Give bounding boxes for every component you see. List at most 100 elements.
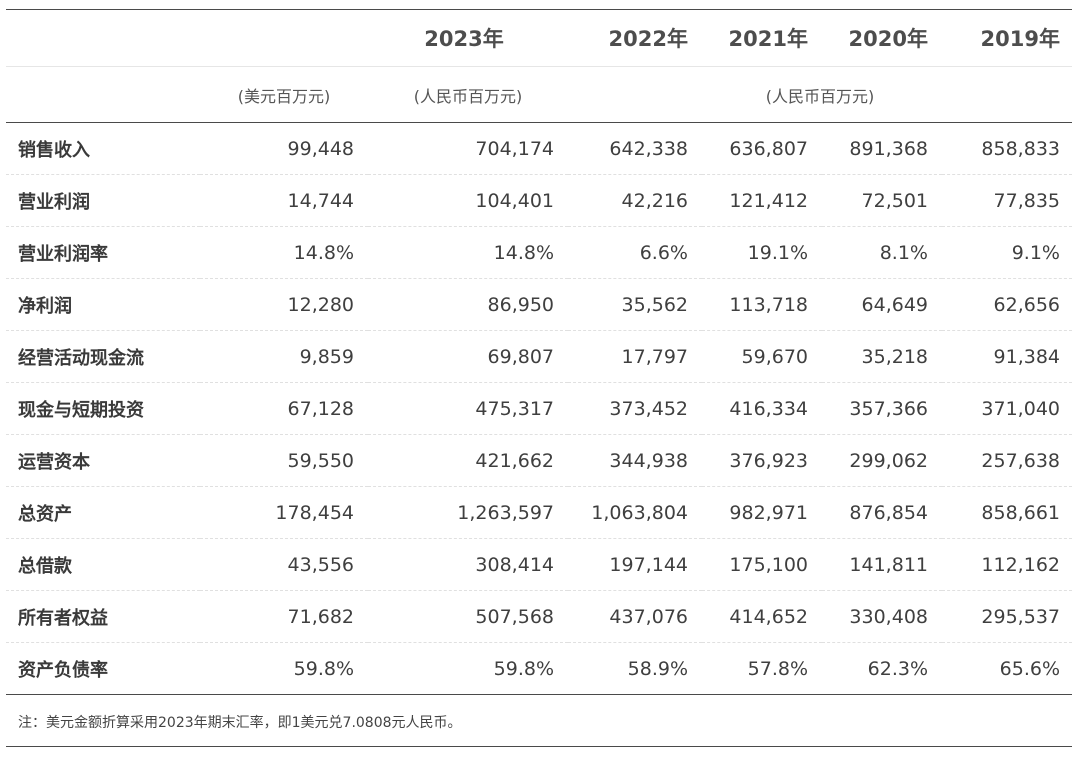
cell-2019: 858,833: [942, 122, 1072, 175]
table-row: 销售收入 99,448 704,174 642,338 636,807 891,…: [6, 122, 1072, 175]
cell-2021: 19.1%: [702, 226, 822, 279]
cell-usd-2023: 43,556: [200, 538, 368, 591]
row-label: 运营资本: [6, 434, 200, 487]
cell-2021: 416,334: [702, 382, 822, 435]
cell-rmb-2023: 86,950: [368, 278, 568, 331]
cell-2020: 35,218: [822, 330, 942, 383]
cell-2021: 59,670: [702, 330, 822, 383]
cell-usd-2023: 67,128: [200, 382, 368, 435]
cell-2021: 121,412: [702, 174, 822, 227]
cell-2021: 982,971: [702, 486, 822, 539]
cell-2022: 642,338: [568, 122, 702, 175]
cell-2022: 1,063,804: [568, 486, 702, 539]
cell-rmb-2023: 475,317: [368, 382, 568, 435]
financial-summary: 2023年 2022年 2021年 2020年 2019年 (美元百万元) (人…: [6, 9, 1072, 695]
year-2020-header: 2020年: [822, 10, 942, 67]
unit-rmb-prior-header: (人民币百万元): [568, 66, 1072, 123]
row-label: 总资产: [6, 486, 200, 539]
cell-2021: 414,652: [702, 590, 822, 643]
cell-2019: 257,638: [942, 434, 1072, 487]
cell-rmb-2023: 14.8%: [368, 226, 568, 279]
cell-2019: 62,656: [942, 278, 1072, 331]
cell-2020: 357,366: [822, 382, 942, 435]
unit-usd-header: (美元百万元): [200, 66, 368, 123]
year-2023-header: 2023年: [200, 10, 568, 67]
cell-usd-2023: 14,744: [200, 174, 368, 227]
unit-header-blank: [6, 66, 200, 123]
cell-2022: 344,938: [568, 434, 702, 487]
row-label: 销售收入: [6, 122, 200, 175]
table-row: 现金与短期投资 67,128 475,317 373,452 416,334 3…: [6, 382, 1072, 435]
row-label: 资产负债率: [6, 642, 200, 695]
cell-2019: 77,835: [942, 174, 1072, 227]
table-row: 营业利润 14,744 104,401 42,216 121,412 72,50…: [6, 174, 1072, 227]
cell-usd-2023: 99,448: [200, 122, 368, 175]
row-label: 现金与短期投资: [6, 382, 200, 435]
table-row: 总资产 178,454 1,263,597 1,063,804 982,971 …: [6, 486, 1072, 539]
table-row: 运营资本 59,550 421,662 344,938 376,923 299,…: [6, 434, 1072, 487]
year-header-row: 2023年 2022年 2021年 2020年 2019年: [6, 10, 1072, 67]
cell-rmb-2023: 308,414: [368, 538, 568, 591]
cell-rmb-2023: 1,263,597: [368, 486, 568, 539]
unit-header-row: (美元百万元) (人民币百万元) (人民币百万元): [6, 66, 1072, 123]
cell-2021: 376,923: [702, 434, 822, 487]
cell-2021: 57.8%: [702, 642, 822, 695]
year-2022-header: 2022年: [568, 10, 702, 67]
cell-2020: 141,811: [822, 538, 942, 591]
cell-usd-2023: 59.8%: [200, 642, 368, 695]
row-label: 营业利润率: [6, 226, 200, 279]
cell-2021: 113,718: [702, 278, 822, 331]
cell-2022: 58.9%: [568, 642, 702, 695]
cell-2021: 636,807: [702, 122, 822, 175]
cell-2020: 62.3%: [822, 642, 942, 695]
cell-rmb-2023: 69,807: [368, 330, 568, 383]
cell-2019: 65.6%: [942, 642, 1072, 695]
cell-2022: 197,144: [568, 538, 702, 591]
cell-2022: 42,216: [568, 174, 702, 227]
row-label: 净利润: [6, 278, 200, 331]
year-header-blank: [6, 10, 200, 67]
table-row: 净利润 12,280 86,950 35,562 113,718 64,649 …: [6, 278, 1072, 331]
row-label: 所有者权益: [6, 590, 200, 643]
cell-2019: 858,661: [942, 486, 1072, 539]
cell-2019: 112,162: [942, 538, 1072, 591]
cell-2019: 295,537: [942, 590, 1072, 643]
table-row: 经营活动现金流 9,859 69,807 17,797 59,670 35,21…: [6, 330, 1072, 383]
cell-2019: 9.1%: [942, 226, 1072, 279]
cell-usd-2023: 9,859: [200, 330, 368, 383]
cell-2020: 8.1%: [822, 226, 942, 279]
row-label: 经营活动现金流: [6, 330, 200, 383]
cell-2020: 64,649: [822, 278, 942, 331]
row-label: 总借款: [6, 538, 200, 591]
cell-usd-2023: 71,682: [200, 590, 368, 643]
cell-2022: 437,076: [568, 590, 702, 643]
table-row: 资产负债率 59.8% 59.8% 58.9% 57.8% 62.3% 65.6…: [6, 642, 1072, 695]
unit-rmb-2023-header: (人民币百万元): [368, 66, 568, 123]
bottom-divider: [6, 746, 1072, 747]
table-row: 所有者权益 71,682 507,568 437,076 414,652 330…: [6, 590, 1072, 643]
row-label: 营业利润: [6, 174, 200, 227]
cell-2020: 891,368: [822, 122, 942, 175]
cell-2020: 72,501: [822, 174, 942, 227]
cell-usd-2023: 178,454: [200, 486, 368, 539]
cell-2019: 91,384: [942, 330, 1072, 383]
cell-rmb-2023: 704,174: [368, 122, 568, 175]
cell-2022: 35,562: [568, 278, 702, 331]
year-2021-header: 2021年: [702, 10, 822, 67]
table-row: 营业利润率 14.8% 14.8% 6.6% 19.1% 8.1% 9.1%: [6, 226, 1072, 279]
cell-rmb-2023: 104,401: [368, 174, 568, 227]
cell-rmb-2023: 421,662: [368, 434, 568, 487]
cell-2020: 330,408: [822, 590, 942, 643]
cell-usd-2023: 12,280: [200, 278, 368, 331]
cell-2020: 876,854: [822, 486, 942, 539]
cell-2022: 373,452: [568, 382, 702, 435]
cell-2019: 371,040: [942, 382, 1072, 435]
table-row: 总借款 43,556 308,414 197,144 175,100 141,8…: [6, 538, 1072, 591]
cell-usd-2023: 14.8%: [200, 226, 368, 279]
cell-usd-2023: 59,550: [200, 434, 368, 487]
cell-2020: 299,062: [822, 434, 942, 487]
cell-2021: 175,100: [702, 538, 822, 591]
financial-table: 2023年 2022年 2021年 2020年 2019年 (美元百万元) (人…: [6, 9, 1072, 695]
cell-2022: 6.6%: [568, 226, 702, 279]
year-2019-header: 2019年: [942, 10, 1072, 67]
